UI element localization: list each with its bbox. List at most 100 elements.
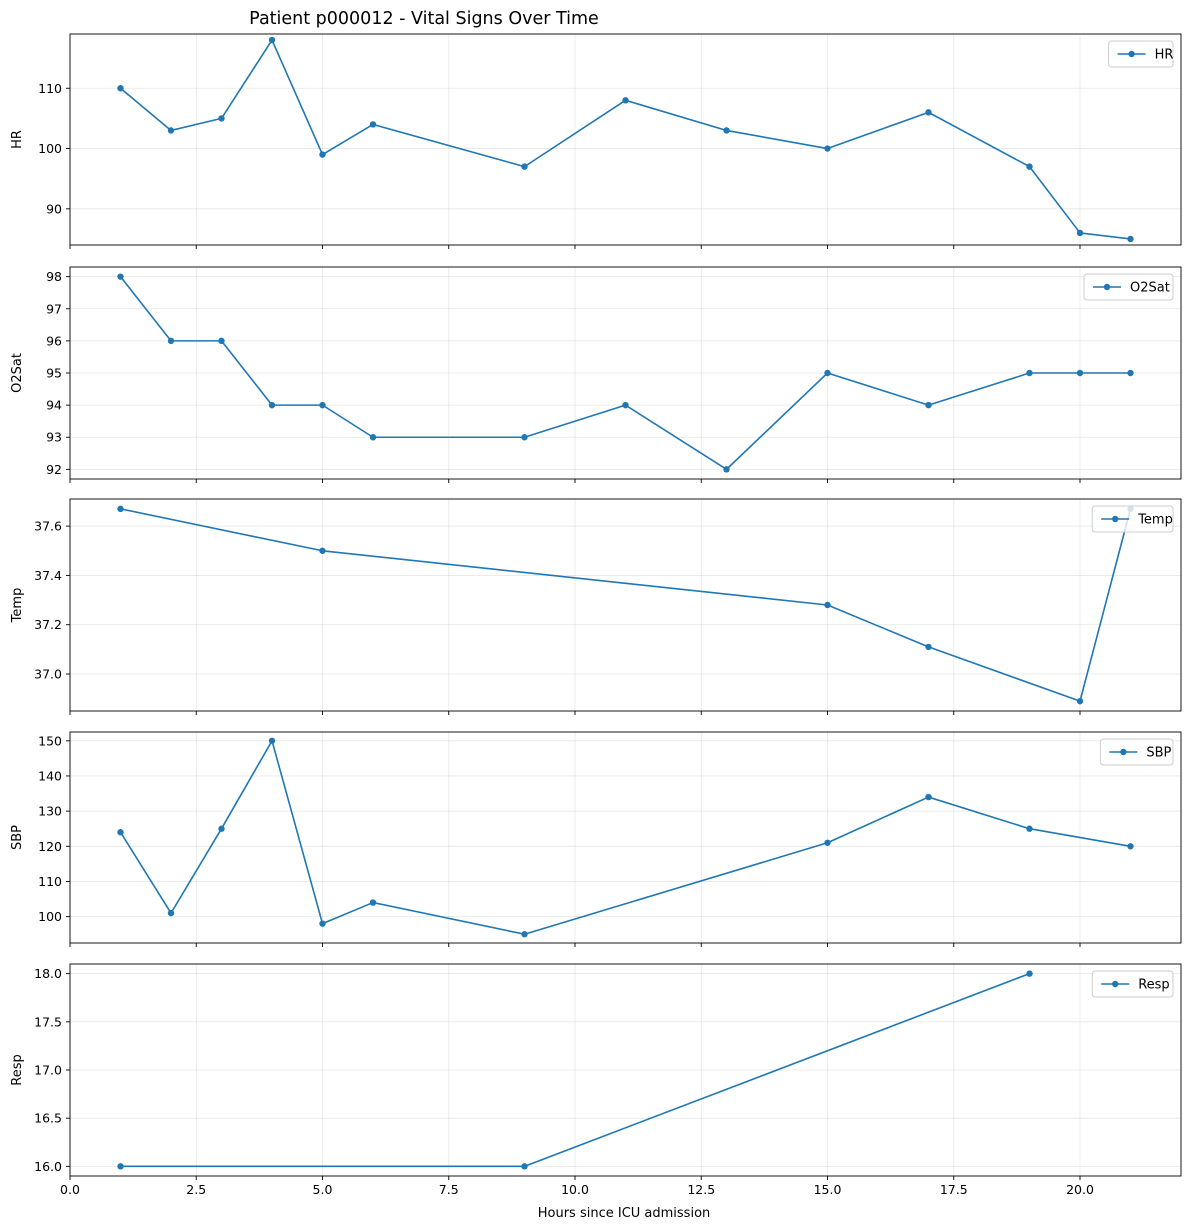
x-tick-label: 15.0 bbox=[814, 1182, 842, 1197]
x-tick-label: 20.0 bbox=[1066, 1182, 1094, 1197]
legend-label: O2Sat bbox=[1130, 281, 1170, 296]
data-point bbox=[117, 273, 124, 280]
legend: Resp bbox=[1091, 970, 1174, 998]
y-tick-label: 110 bbox=[38, 81, 62, 96]
data-point bbox=[1127, 369, 1134, 377]
chart-panels: 90 100 110 HR HR 92 93 94 95 96 97 98 O2Sat O2Sat 37.0… bbox=[10, 33, 1182, 1197]
legend-label: Temp bbox=[1137, 513, 1173, 528]
series-line-o2sat bbox=[119, 276, 1131, 471]
legend-box bbox=[1091, 970, 1174, 998]
y-tick-label: 100 bbox=[38, 909, 62, 924]
data-point bbox=[1127, 843, 1134, 850]
data-point bbox=[1076, 697, 1084, 705]
y-tick-label: 92 bbox=[46, 462, 62, 477]
y-tick-label: 37.0 bbox=[34, 667, 62, 682]
data-point bbox=[319, 920, 326, 927]
data-point bbox=[268, 401, 276, 409]
data-point bbox=[1026, 163, 1033, 170]
y-tick-label: 100 bbox=[38, 141, 62, 156]
data-point bbox=[925, 643, 932, 651]
figure-title: Patient p000012 - Vital Signs Over Time bbox=[249, 9, 599, 29]
data-point bbox=[319, 547, 326, 554]
y-tick-label: 110 bbox=[38, 874, 62, 889]
legend-marker-swatch bbox=[1112, 980, 1119, 988]
y-tick-label: 17.0 bbox=[34, 1063, 62, 1078]
legend-marker-swatch bbox=[1103, 283, 1111, 291]
series-line-hr bbox=[119, 39, 1131, 240]
x-tick-label: 0.0 bbox=[60, 1182, 80, 1197]
data-point bbox=[925, 793, 932, 801]
data-point bbox=[218, 337, 225, 345]
data-point bbox=[521, 434, 528, 441]
x-tick-label: 7.5 bbox=[439, 1182, 459, 1197]
panel-temp: 37.0 37.2 37.4 37.6 Temp Temp bbox=[10, 498, 1182, 715]
data-point bbox=[1076, 369, 1084, 377]
y-tick-label: 95 bbox=[46, 366, 62, 381]
legend-box bbox=[1091, 505, 1174, 533]
y-tick-label: 37.6 bbox=[34, 519, 62, 534]
data-point bbox=[521, 1163, 528, 1170]
data-point bbox=[521, 931, 528, 938]
legend-label: HR bbox=[1155, 48, 1174, 63]
grid-lines bbox=[69, 732, 1181, 943]
data-point bbox=[117, 85, 124, 92]
legend-label: SBP bbox=[1146, 746, 1171, 761]
legend-marker-swatch bbox=[1120, 748, 1127, 756]
legend: O2Sat bbox=[1083, 273, 1174, 301]
data-point bbox=[1026, 369, 1033, 377]
series-line-temp bbox=[120, 508, 1132, 702]
legend: Temp bbox=[1091, 505, 1174, 533]
grid-lines bbox=[69, 964, 1181, 1176]
data-point bbox=[1026, 825, 1033, 832]
panel-resp: 16.0 16.5 17.0 17.5 18.0 0.0 2.5 5.0 7.5 10.0 12.5… bbox=[10, 963, 1182, 1197]
legend-marker-swatch bbox=[1112, 515, 1119, 523]
panel-sbp: 100 110 120 130 140 150 SBP SBP bbox=[10, 731, 1182, 947]
data-point bbox=[117, 829, 124, 836]
data-point bbox=[319, 151, 326, 158]
y-tick-label: 93 bbox=[46, 430, 62, 445]
legend: HR bbox=[1108, 40, 1174, 68]
y-tick-label: 98 bbox=[46, 269, 62, 284]
x-tick-label: 2.5 bbox=[186, 1182, 206, 1197]
data-point bbox=[723, 466, 730, 473]
data-point bbox=[824, 369, 831, 377]
data-point bbox=[167, 909, 175, 917]
y-tick-label: 37.2 bbox=[34, 617, 62, 632]
data-point bbox=[117, 1163, 124, 1170]
y-tick-label: 17.5 bbox=[34, 1014, 62, 1029]
data-point bbox=[521, 163, 528, 170]
x-tick-label: 17.5 bbox=[940, 1182, 968, 1197]
data-point bbox=[622, 97, 629, 104]
data-point bbox=[268, 36, 276, 44]
data-point bbox=[369, 899, 377, 906]
y-axis-label: Temp bbox=[10, 588, 25, 624]
y-tick-label: 97 bbox=[46, 301, 62, 316]
data-point bbox=[824, 839, 831, 846]
data-point bbox=[167, 337, 175, 345]
data-point bbox=[218, 825, 225, 832]
y-tick-label: 18.0 bbox=[34, 966, 62, 981]
x-axis-label: Hours since ICU admission bbox=[538, 1206, 711, 1221]
data-point bbox=[824, 601, 831, 609]
data-point bbox=[319, 401, 326, 409]
legend: SBP bbox=[1099, 738, 1174, 766]
y-tick-label: 120 bbox=[38, 839, 62, 854]
legend-label: Resp bbox=[1138, 978, 1169, 993]
data-point bbox=[1127, 235, 1134, 243]
data-point bbox=[925, 401, 932, 409]
x-tick-label: 5.0 bbox=[313, 1182, 333, 1197]
y-tick-label: 16.5 bbox=[34, 1111, 62, 1126]
y-tick-label: 140 bbox=[38, 768, 62, 783]
y-axis-label: Resp bbox=[10, 1054, 25, 1085]
data-point bbox=[1026, 970, 1033, 977]
data-point bbox=[369, 434, 377, 441]
data-point bbox=[1076, 229, 1084, 237]
grid-lines bbox=[69, 34, 1181, 245]
data-point bbox=[268, 737, 276, 744]
data-point bbox=[218, 115, 225, 122]
y-tick-label: 90 bbox=[46, 201, 62, 216]
axes-frame bbox=[69, 731, 1182, 944]
y-tick-label: 94 bbox=[46, 398, 62, 413]
y-tick-label: 16.0 bbox=[34, 1159, 62, 1174]
